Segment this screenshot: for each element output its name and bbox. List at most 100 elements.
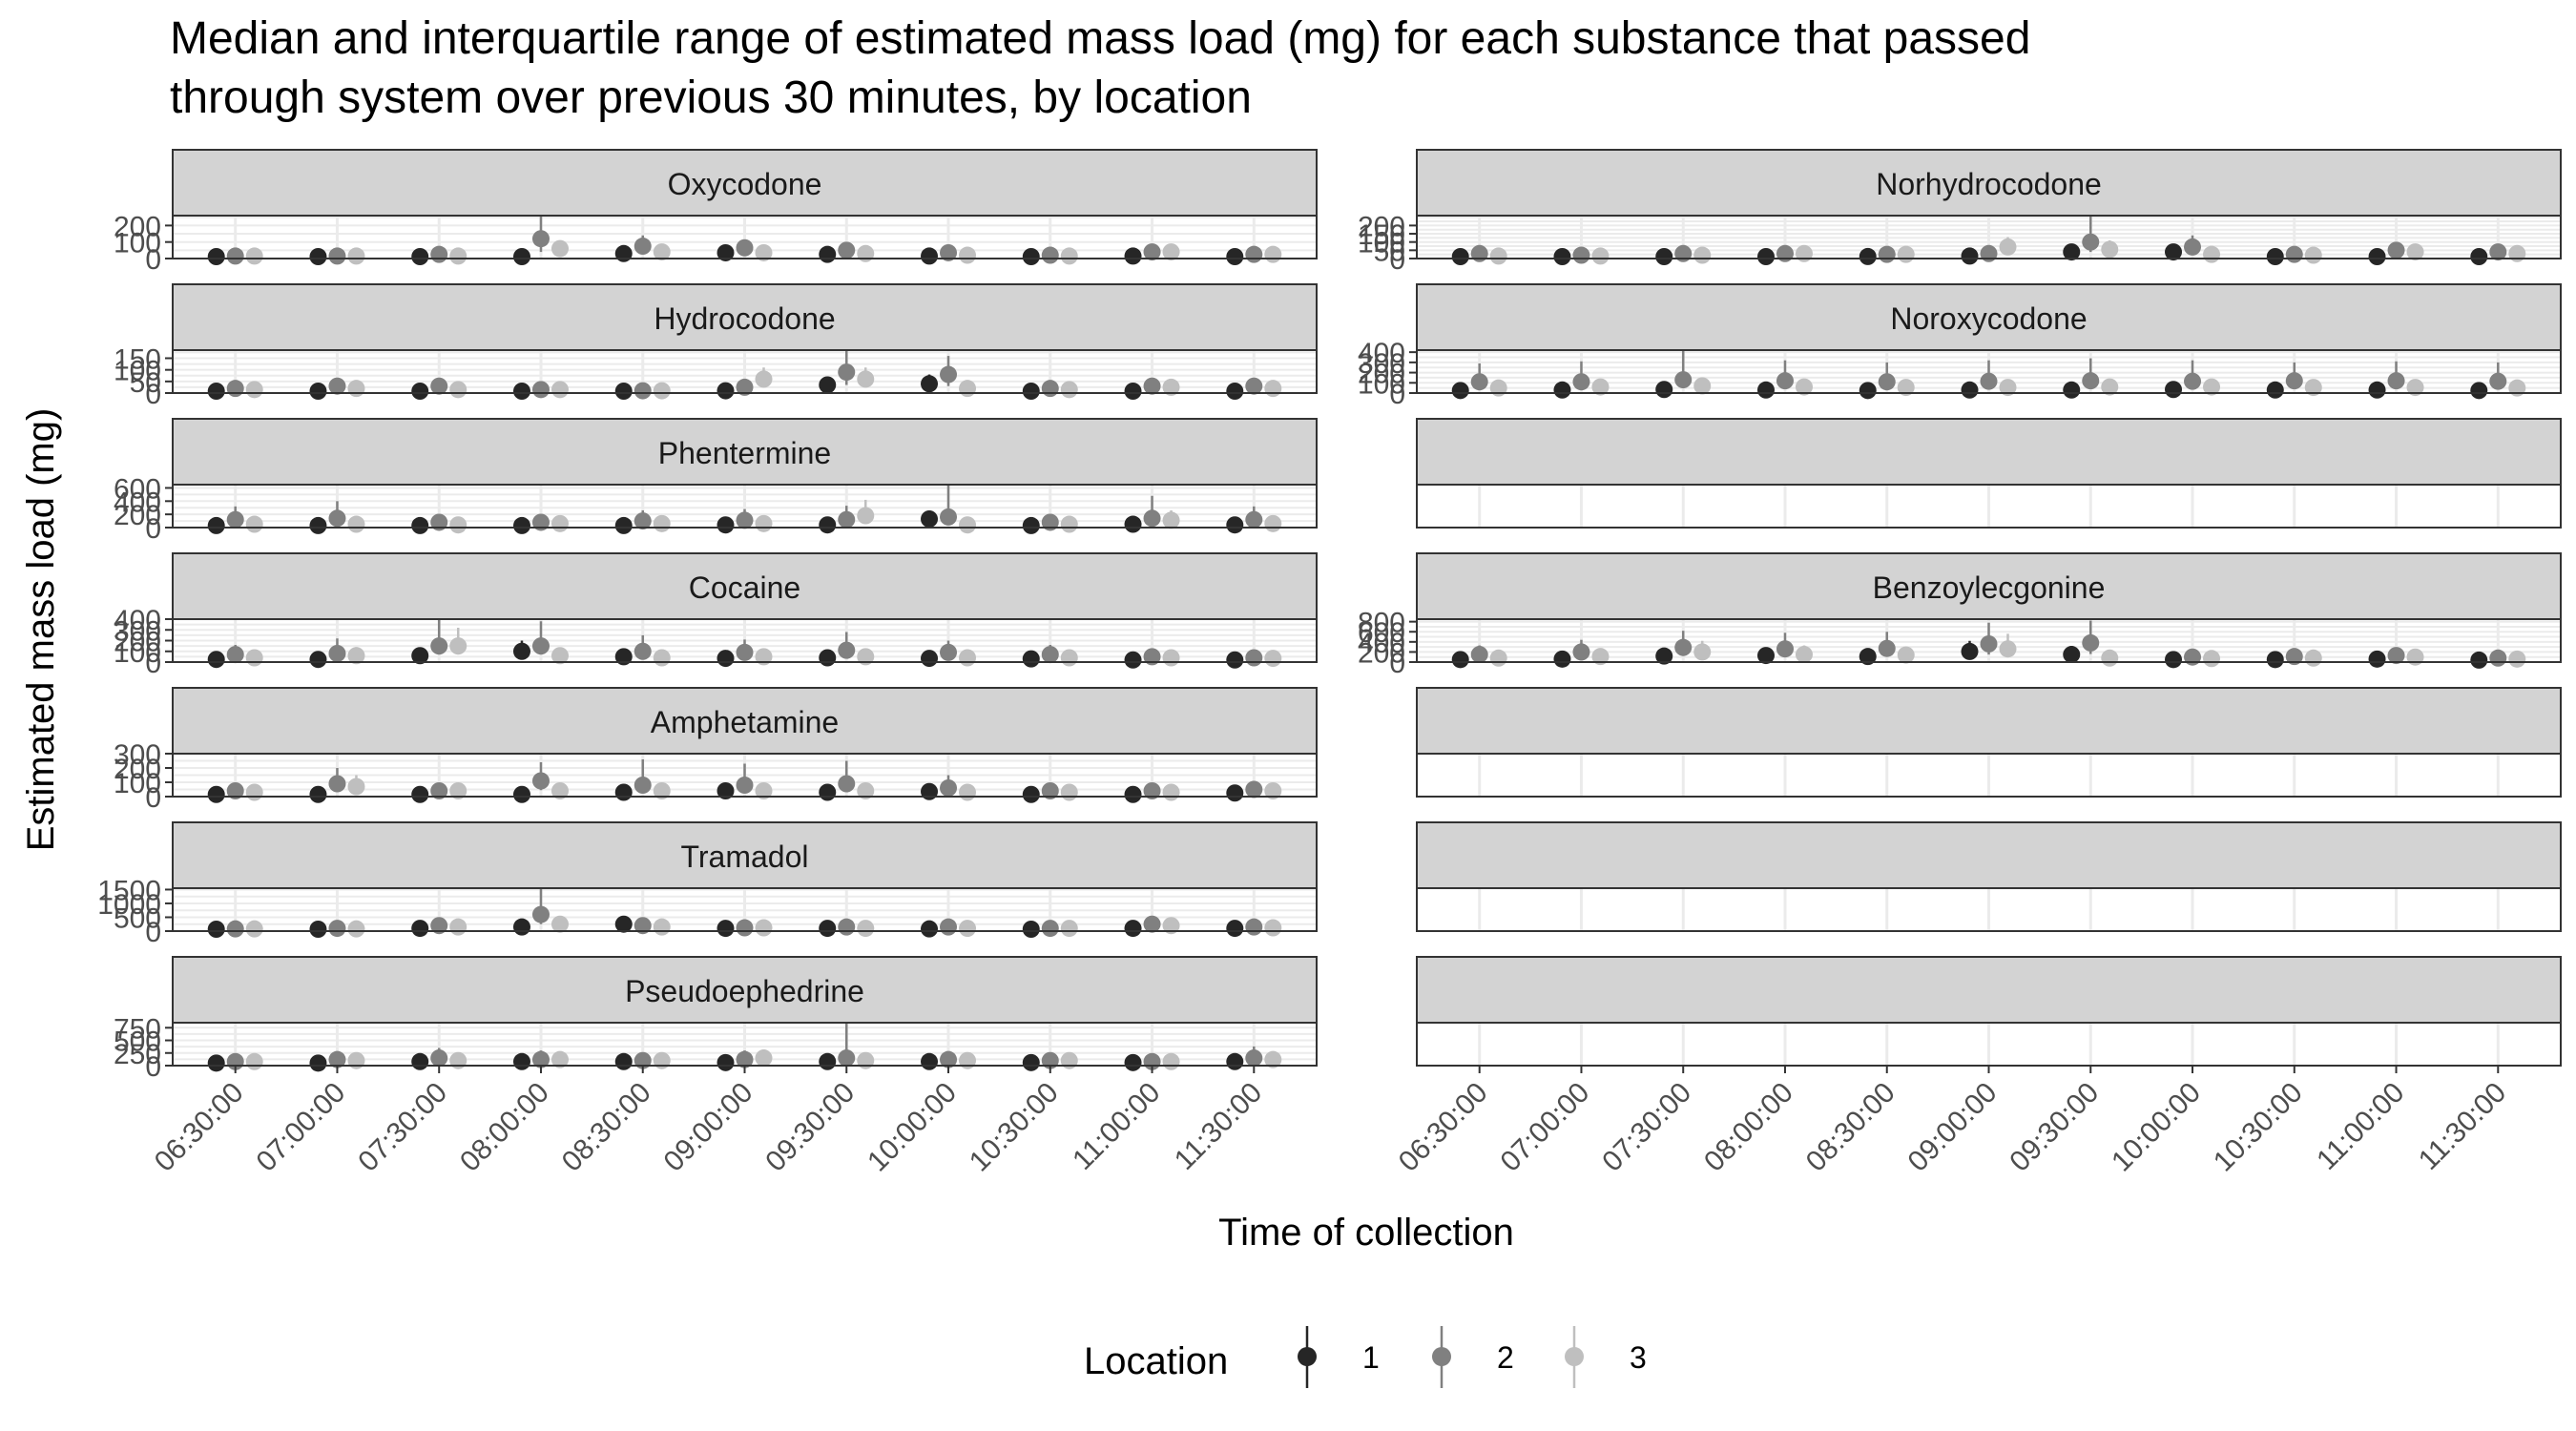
median-point-loc3 <box>755 648 773 666</box>
median-point-loc1 <box>921 782 939 800</box>
median-point-loc2 <box>1980 634 1998 653</box>
median-point-loc3 <box>1795 244 1813 262</box>
median-point-loc1 <box>2063 243 2081 261</box>
y-tick-label: 200 <box>114 627 161 658</box>
median-point-loc1 <box>717 243 735 261</box>
median-point-loc1 <box>2470 248 2488 265</box>
median-point-loc2 <box>1245 918 1263 936</box>
median-point-loc2 <box>1245 510 1263 529</box>
median-point-loc1 <box>1756 381 1775 399</box>
median-point-loc3 <box>959 649 977 667</box>
panel-strip <box>172 687 1318 755</box>
median-point-loc3 <box>347 380 365 398</box>
median-point-loc3 <box>755 782 773 799</box>
median-point-loc3 <box>755 243 773 261</box>
median-point-loc2 <box>1143 377 1161 395</box>
median-point-loc2 <box>940 918 958 936</box>
median-point-loc1 <box>207 921 225 938</box>
median-point-loc1 <box>819 649 837 667</box>
median-point-loc3 <box>1060 515 1078 533</box>
median-point-loc3 <box>2203 245 2221 263</box>
y-tick-label: 200 <box>1358 211 1405 242</box>
panel-border <box>172 753 1318 798</box>
median-point-loc1 <box>1553 650 1571 668</box>
median-point-loc1 <box>1226 1052 1244 1070</box>
median-point-loc1 <box>1553 381 1571 399</box>
y-tick-label: 400 <box>114 487 161 518</box>
y-tick-label: 200 <box>114 754 161 785</box>
median-point-loc2 <box>2489 649 2507 667</box>
median-point-loc3 <box>1264 650 1282 668</box>
median-point-loc3 <box>1060 247 1078 265</box>
median-point-loc2 <box>1878 245 1896 263</box>
median-point-loc3 <box>1999 379 2017 397</box>
median-point-loc2 <box>1041 246 1059 264</box>
median-point-loc3 <box>449 918 467 936</box>
median-point-loc2 <box>1245 780 1263 798</box>
median-point-loc3 <box>245 649 263 667</box>
median-point-loc2 <box>634 512 652 530</box>
median-point-loc1 <box>921 375 939 393</box>
median-point-loc1 <box>2470 651 2488 669</box>
y-tick-label: 100 <box>114 637 161 669</box>
median-point-loc1 <box>1756 248 1775 265</box>
median-point-loc1 <box>1655 248 1673 265</box>
median-point-loc1 <box>309 921 327 938</box>
median-point-loc3 <box>959 246 977 264</box>
median-point-loc3 <box>347 1051 365 1069</box>
median-point-loc1 <box>819 1052 837 1070</box>
median-point-loc3 <box>1264 1050 1282 1068</box>
median-point-loc1 <box>411 920 429 938</box>
panel-strip-label: Noroxycodone <box>1890 301 2087 336</box>
median-point-loc3 <box>1162 511 1180 529</box>
median-point-loc1 <box>1022 516 1040 534</box>
median-point-loc1 <box>1124 515 1142 533</box>
median-point-loc1 <box>819 376 837 394</box>
median-point-loc1 <box>921 650 939 668</box>
median-point-loc1 <box>1124 247 1142 265</box>
median-point-loc3 <box>2406 648 2424 666</box>
y-tick-label: 100 <box>1358 368 1405 400</box>
y-tick-label: 300 <box>1358 348 1405 380</box>
median-point-loc1 <box>512 383 530 400</box>
median-point-loc3 <box>347 515 365 533</box>
legend-key-point-1 <box>1298 1347 1317 1366</box>
median-point-loc1 <box>2470 382 2488 400</box>
median-point-loc2 <box>531 230 550 248</box>
panel-border <box>1416 215 2562 259</box>
median-point-loc1 <box>921 1052 939 1070</box>
panel-strip <box>172 149 1318 217</box>
median-point-loc2 <box>1674 244 1693 262</box>
median-point-loc1 <box>309 651 327 669</box>
median-point-loc1 <box>1655 381 1673 399</box>
median-point-loc3 <box>857 1051 875 1069</box>
median-point-loc3 <box>653 782 671 799</box>
panel-strip <box>1416 687 2562 755</box>
median-point-loc3 <box>1264 514 1282 532</box>
median-point-loc3 <box>857 920 875 938</box>
y-tick-label: 0 <box>145 379 161 410</box>
median-point-loc1 <box>1124 651 1142 669</box>
x-axis-label: Time of collection <box>1218 1212 1514 1254</box>
median-point-loc1 <box>1022 248 1040 265</box>
median-point-loc2 <box>1143 782 1161 799</box>
y-tick-label: 150 <box>114 344 161 376</box>
median-point-loc1 <box>614 915 633 933</box>
median-point-loc1 <box>819 245 837 263</box>
median-point-loc1 <box>207 248 225 265</box>
median-point-loc1 <box>1022 785 1040 803</box>
median-point-loc3 <box>245 783 263 801</box>
median-point-loc3 <box>551 915 569 933</box>
panel-strip <box>1416 149 2562 217</box>
median-point-loc2 <box>430 917 448 935</box>
median-point-loc2 <box>736 643 754 661</box>
median-point-loc2 <box>328 920 346 938</box>
median-point-loc3 <box>245 1052 263 1070</box>
y-tick-label: 200 <box>1358 359 1405 390</box>
median-point-loc2 <box>1245 649 1263 667</box>
median-point-loc3 <box>755 919 773 937</box>
median-point-loc2 <box>2489 243 2507 261</box>
